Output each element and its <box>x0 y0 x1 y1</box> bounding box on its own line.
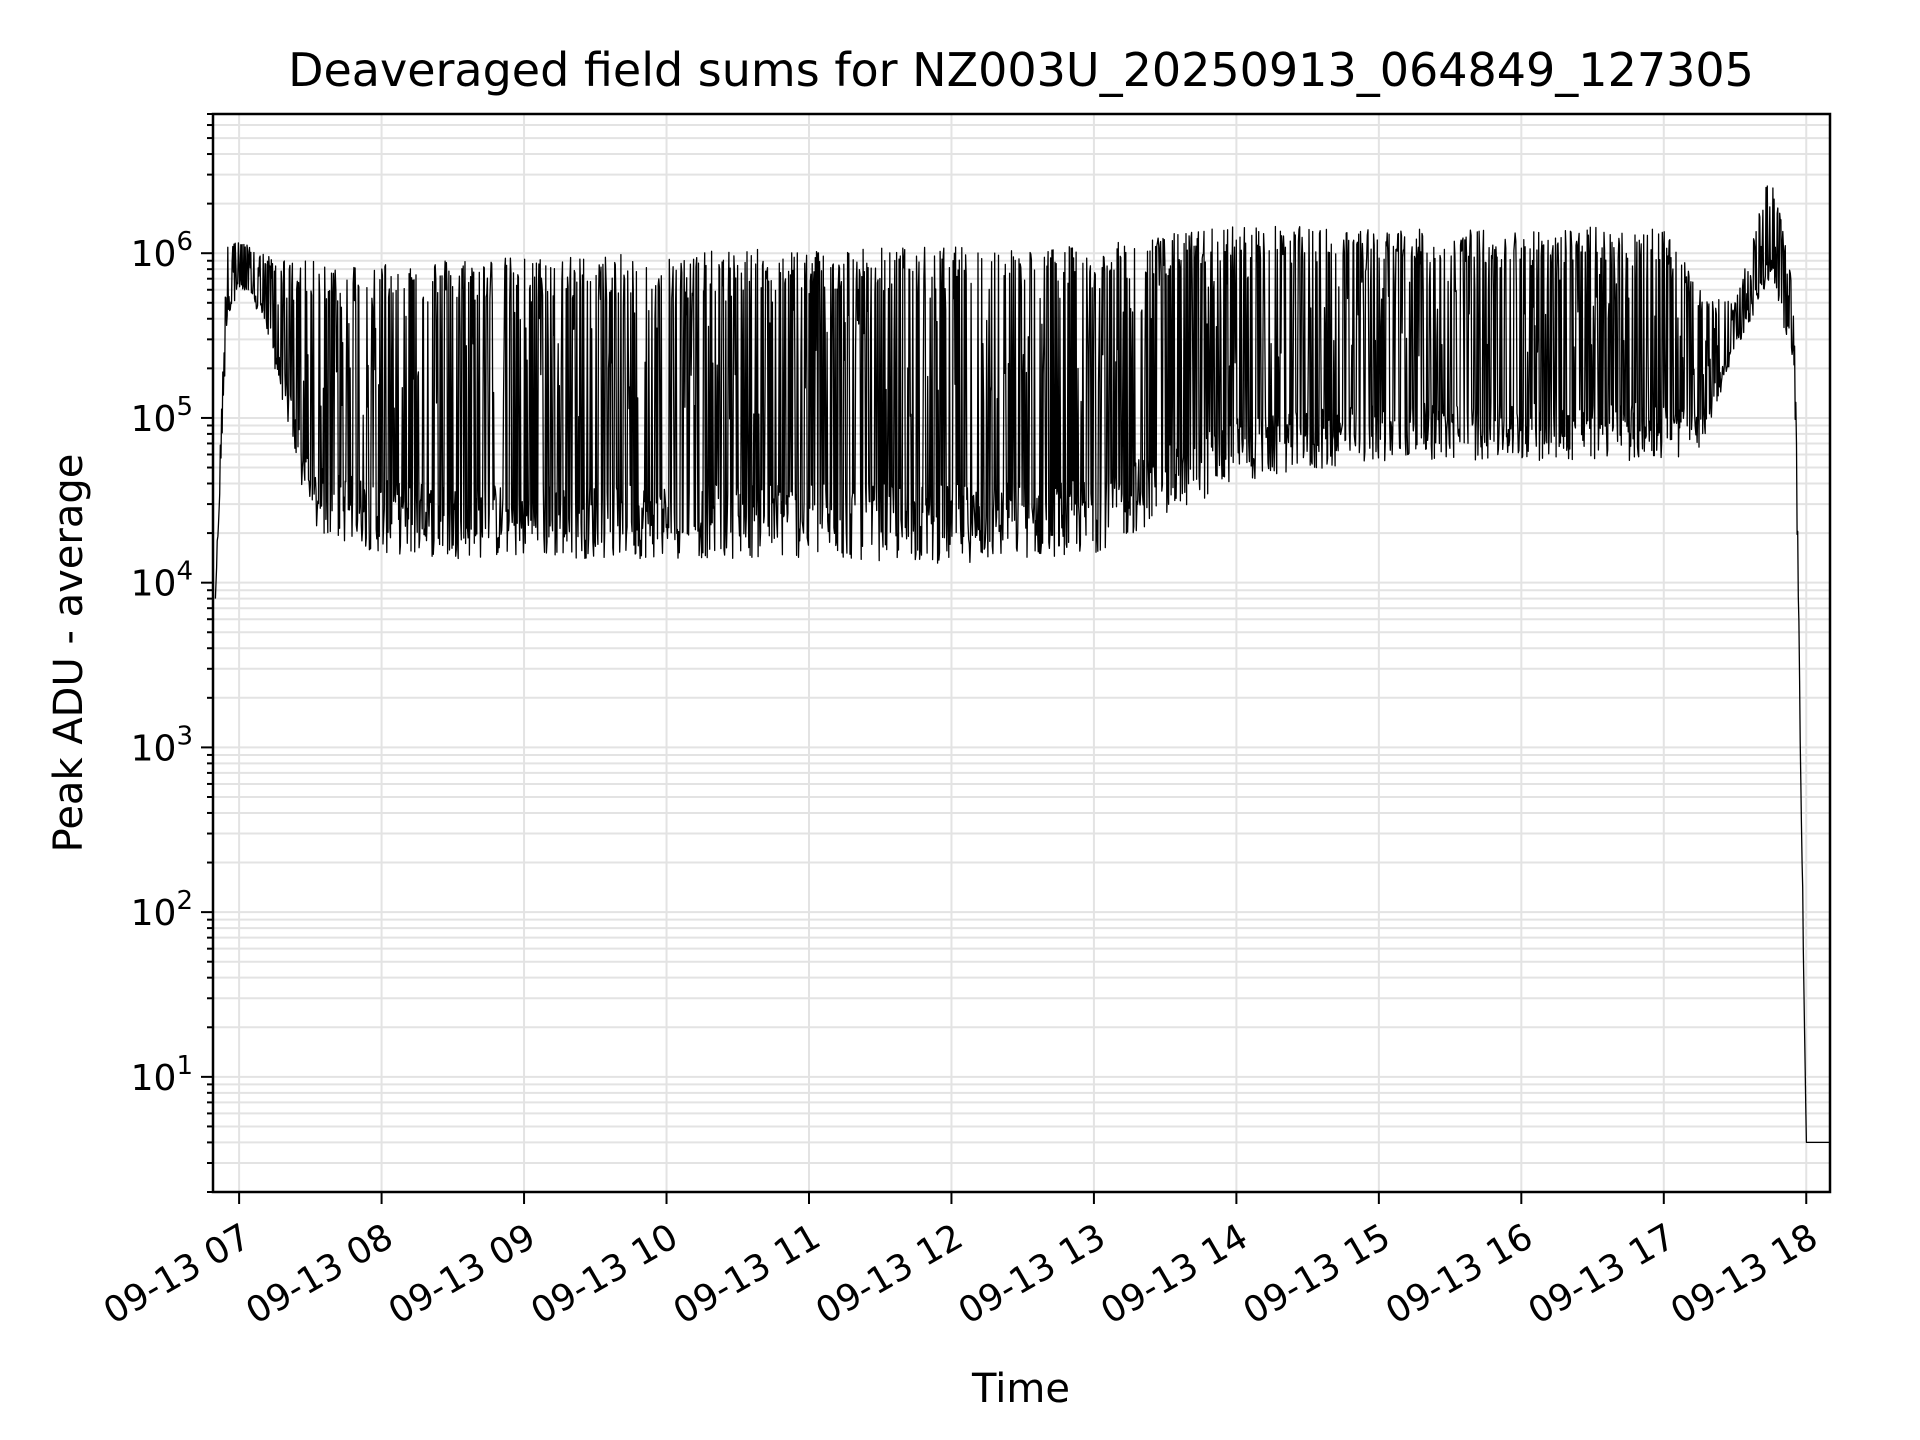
series <box>214 185 1831 1144</box>
series-line <box>214 185 1831 1144</box>
ticks <box>201 113 1808 1204</box>
y-tick-label: 105 <box>131 392 193 440</box>
y-tick-label: 101 <box>131 1051 193 1099</box>
plot-frame <box>211 112 1832 1194</box>
chart-title: Deaveraged field sums for NZ003U_2025091… <box>288 43 1754 97</box>
x-axis-label: Time <box>971 1366 1070 1412</box>
y-axis-label: Peak ADU - average <box>46 454 92 853</box>
